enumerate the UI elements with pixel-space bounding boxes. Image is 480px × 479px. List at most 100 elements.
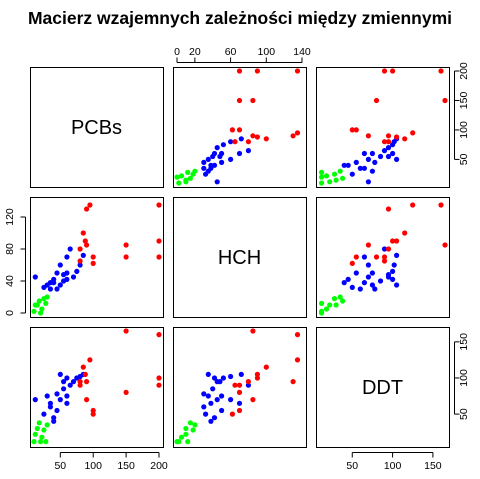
data-point [345,276,351,282]
data-point [82,238,88,244]
data-point [208,418,214,424]
data-point [208,400,214,406]
data-point [214,397,220,403]
data-point [365,133,371,139]
data-point [349,260,355,266]
data-point [77,258,83,264]
tick-label: 80 [4,243,16,255]
data-point [90,407,96,414]
data-point [187,420,193,426]
data-point [263,364,269,370]
data-point [61,379,67,385]
data-point [236,127,243,133]
data-point [245,382,251,388]
data-point [64,393,70,399]
data-point [201,391,207,397]
data-point [54,407,60,414]
data-point [64,254,70,260]
data-point [381,254,388,260]
variable-label-pcbs: PCBs [71,117,122,139]
data-point [323,306,330,312]
data-point [38,310,44,316]
data-point [44,393,50,399]
data-point [54,286,60,292]
data-point [31,439,37,445]
data-point [365,179,371,185]
data-point [178,173,185,179]
data-point [410,202,416,208]
data-point [90,411,96,417]
data-point [394,252,400,258]
data-point [67,246,73,252]
data-point [64,276,70,282]
data-point [327,302,333,308]
data-point [51,418,57,424]
data-point [176,180,182,186]
data-point [372,159,378,165]
tick-label: 140 [293,46,311,58]
data-point [84,206,90,212]
chart-title: Macierz wzajemnych zależności między zmi… [28,8,452,28]
data-point [219,407,225,414]
data-point [44,422,50,428]
data-point [84,379,90,385]
data-point [381,148,388,154]
data-point [390,150,396,157]
data-point [70,274,77,280]
data-point [43,439,49,445]
data-point [353,127,359,133]
data-point [205,156,211,162]
data-point [245,379,251,385]
data-point [333,177,339,183]
tick-label: 60 [225,46,237,58]
tick-label: 100 [258,46,276,58]
data-point [236,382,243,388]
data-point [38,439,44,445]
data-point [32,431,38,437]
data-point [77,379,83,385]
data-point [385,133,392,139]
data-point [236,407,243,414]
data-point [394,156,400,162]
data-point [123,328,129,334]
tick-label: 50 [346,460,358,472]
data-point [353,159,359,165]
data-point [369,270,375,276]
data-point [34,302,40,308]
data-point [51,415,57,421]
data-point [90,254,96,260]
data-point [353,270,359,276]
data-point [319,300,325,306]
data-point [201,404,207,410]
data-point [229,411,235,417]
data-point [345,162,351,168]
data-point [369,168,375,174]
data-point [361,165,367,171]
tick-label: 50 [54,460,66,472]
data-point [203,411,209,417]
data-point [254,68,260,74]
data-point [36,420,42,426]
data-point [32,274,38,280]
data-point [156,238,162,244]
tick-label: 0 [174,46,180,58]
data-point [236,400,243,406]
data-point [54,391,60,397]
data-point [228,397,234,403]
tick-label: 120 [4,208,16,226]
data-point [369,282,375,288]
data-point [402,136,408,142]
data-point [319,180,325,186]
data-point [319,174,325,180]
data-point [201,159,207,165]
data-point [214,145,220,151]
data-point [31,308,37,314]
tick-label: 100 [384,460,402,472]
data-point [381,258,388,264]
data-point [385,206,392,212]
data-point [90,260,96,266]
data-point [365,156,371,162]
data-point [80,230,86,236]
data-point [250,328,256,334]
